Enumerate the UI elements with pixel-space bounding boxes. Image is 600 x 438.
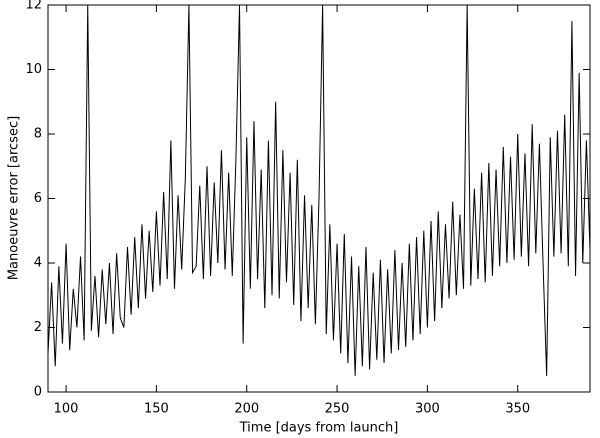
- y-tick-label: 0: [34, 385, 42, 400]
- y-tick-label: 10: [25, 62, 42, 77]
- x-tick-label: 150: [144, 402, 169, 417]
- x-tick-label: 100: [54, 402, 79, 417]
- x-tick-label: 200: [234, 402, 259, 417]
- x-tick-label: 250: [325, 402, 350, 417]
- y-tick-label: 6: [34, 191, 42, 206]
- y-tick-label: 8: [34, 127, 42, 142]
- x-tick-label: 300: [415, 402, 440, 417]
- data-line: [47, 4, 591, 376]
- y-tick-label: 4: [34, 256, 42, 271]
- y-tick-label: 12: [25, 0, 42, 13]
- y-tick-label: 2: [34, 320, 42, 335]
- x-axis-label: Time [days from launch]: [239, 421, 399, 436]
- y-axis-label: Manoeuvre error [arcsec]: [7, 116, 22, 280]
- x-tick-label: 350: [505, 402, 530, 417]
